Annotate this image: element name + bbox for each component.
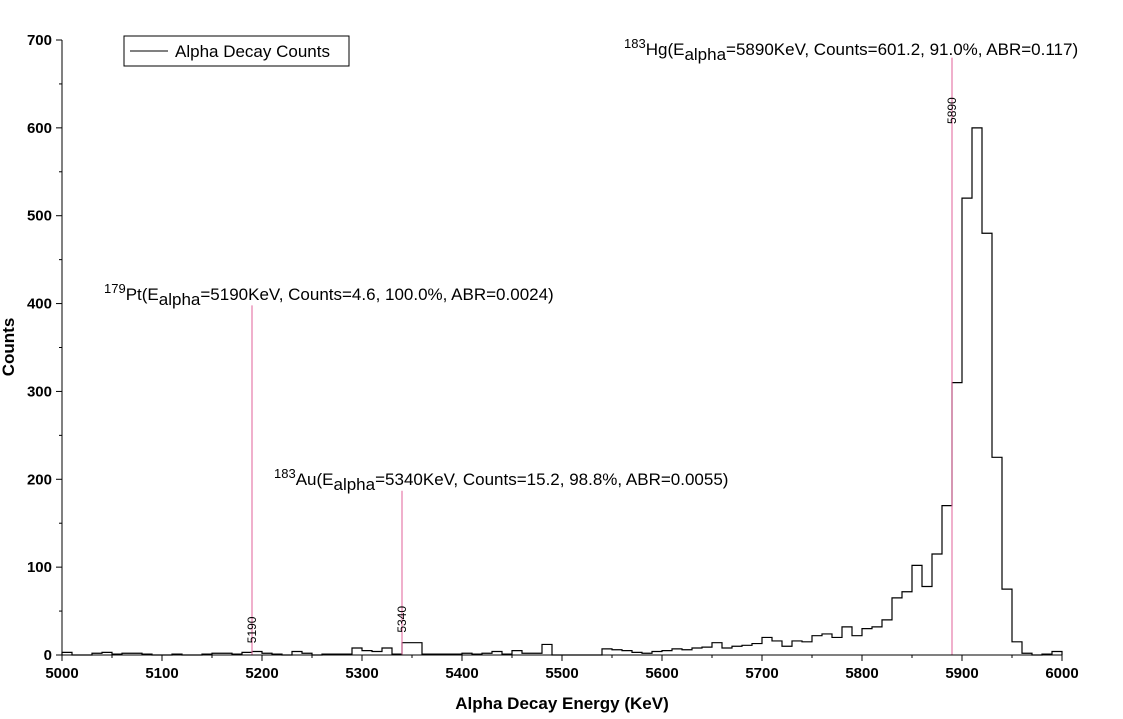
annotation-au183-suffix: =5340KeV, Counts=15.2, 98.8%, ABR=0.0055… <box>375 470 728 489</box>
x-ticks: 5000 5100 5200 5300 5400 5500 5600 5700 5800 5900… <box>45 655 1079 682</box>
y-tick-label: 0 <box>44 647 52 664</box>
annotation-layer: 179Pt(Ealpha=5190KeV, Counts=4.6, 100.0%… <box>104 36 1078 494</box>
x-tick-label: 5200 <box>245 665 278 682</box>
x-tick-label: 5100 <box>145 665 178 682</box>
annotation-hg183-suffix: =5890KeV, Counts=601.2, 91.0%, ABR=0.117… <box>726 40 1078 59</box>
annotation-hg183-symbol: Hg <box>646 40 668 59</box>
y-tick-label: 700 <box>27 32 52 49</box>
y-tick-label: 100 <box>27 559 52 576</box>
y-tick-label: 200 <box>27 471 52 488</box>
x-tick-label: 6000 <box>1045 665 1078 682</box>
histogram-layer <box>61 127 1063 656</box>
y-tick-label: 500 <box>27 208 52 225</box>
y-axis-title: Counts <box>0 318 18 377</box>
x-tick-label: 5900 <box>945 665 978 682</box>
annotation-hg183-prefix: (E <box>667 40 684 59</box>
y-tick-label: 600 <box>27 120 52 137</box>
annotation-pt179-prefix: (E <box>142 285 159 304</box>
annotation-pt179-sub: alpha <box>159 290 201 309</box>
x-tick-label: 5500 <box>545 665 578 682</box>
annotation-hg183-mass: 183 <box>624 36 646 51</box>
annotation-pt179-mass: 179 <box>104 281 126 296</box>
x-axis-title: Alpha Decay Energy (KeV) <box>455 694 669 713</box>
annotation-hg183: 183Hg(Ealpha=5890KeV, Counts=601.2, 91.0… <box>624 36 1078 64</box>
annotation-au183-mass: 183 <box>274 466 296 481</box>
x-tick-label: 5000 <box>45 665 78 682</box>
annotation-au183-sub: alpha <box>334 475 376 494</box>
peak-energy-label: 5190 <box>245 616 259 643</box>
annotation-pt179: 179Pt(Ealpha=5190KeV, Counts=4.6, 100.0%… <box>104 281 554 309</box>
annotation-au183-symbol: Au <box>296 470 317 489</box>
histogram-line <box>61 127 1063 656</box>
legend: Alpha Decay Counts <box>123 35 350 67</box>
annotation-au183: 183Au(Ealpha=5340KeV, Counts=15.2, 98.8%… <box>274 466 728 494</box>
peak-energy-label: 5890 <box>945 97 959 124</box>
x-tick-label: 5600 <box>645 665 678 682</box>
x-tick-label: 5300 <box>345 665 378 682</box>
x-tick-label: 5800 <box>845 665 878 682</box>
y-tick-label: 400 <box>27 296 52 313</box>
x-tick-label: 5400 <box>445 665 478 682</box>
annotation-pt179-suffix: =5190KeV, Counts=4.6, 100.0%, ABR=0.0024… <box>200 285 553 304</box>
x-tick-label: 5700 <box>745 665 778 682</box>
annotation-pt179-symbol: Pt <box>126 285 142 304</box>
y-tick-label: 300 <box>27 383 52 400</box>
legend-label: Alpha Decay Counts <box>175 42 330 61</box>
annotation-au183-prefix: (E <box>317 470 334 489</box>
peak-marker-layer: 5190 5340 5890 <box>245 57 959 655</box>
annotation-hg183-sub: alpha <box>684 45 726 64</box>
peak-energy-label: 5340 <box>395 606 409 633</box>
y-ticks: 0 100 200 300 400 500 600 700 <box>27 32 62 664</box>
